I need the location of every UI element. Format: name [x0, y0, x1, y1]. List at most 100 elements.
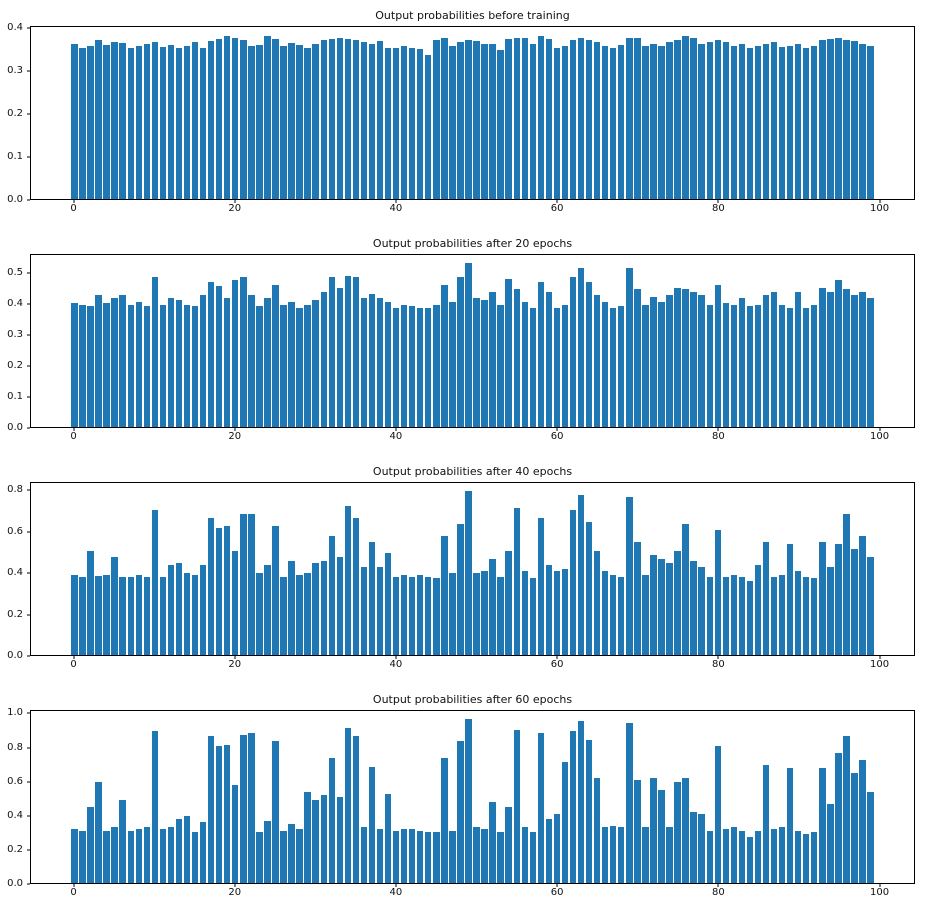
- bar: [87, 306, 94, 427]
- bar: [610, 575, 617, 655]
- bar: [770, 829, 778, 883]
- x-tick-label: 20: [228, 203, 242, 214]
- x-tick-label: 60: [550, 431, 564, 442]
- bar: [626, 37, 633, 199]
- plot-area: [30, 482, 915, 656]
- bar: [264, 564, 271, 655]
- bar: [368, 542, 376, 655]
- bar: [320, 795, 327, 883]
- bar: [577, 721, 585, 883]
- bar: [706, 304, 713, 427]
- bar: [159, 304, 167, 427]
- bar: [714, 746, 721, 883]
- bar: [408, 306, 416, 427]
- bar: [497, 50, 504, 199]
- bar: [240, 513, 247, 655]
- x-tick-label: 40: [389, 659, 403, 670]
- bar: [71, 44, 78, 199]
- bar: [425, 54, 432, 199]
- bar: [135, 575, 142, 655]
- bar: [618, 306, 625, 427]
- bar: [167, 564, 175, 655]
- y-tick-label: 0.6: [7, 525, 23, 537]
- bar: [95, 576, 102, 655]
- y-tick-mark: [27, 572, 30, 574]
- subplot-epoch-20: Output probabilities after 20 epochs 0.0…: [0, 234, 928, 444]
- x-tick-label: 100: [869, 431, 890, 442]
- bar: [754, 46, 762, 199]
- bar: [256, 832, 263, 883]
- bar: [344, 275, 352, 427]
- x-tick-label: 0: [70, 431, 77, 442]
- bar: [537, 281, 545, 427]
- y-tick-mark: [27, 113, 30, 115]
- bar: [714, 284, 721, 427]
- bar: [561, 304, 569, 427]
- bar: [352, 517, 360, 655]
- bar: [827, 803, 834, 883]
- bar: [481, 829, 488, 883]
- bar: [272, 526, 279, 655]
- x-tick-mark: [879, 428, 881, 431]
- bar: [224, 526, 231, 655]
- bar: [577, 495, 585, 655]
- bar: [859, 44, 866, 199]
- bar: [400, 575, 408, 655]
- bar: [95, 295, 102, 427]
- bar: [360, 41, 368, 199]
- bar: [207, 517, 215, 655]
- bar: [569, 509, 577, 655]
- bar: [722, 303, 730, 427]
- bar: [803, 577, 810, 655]
- bar: [417, 575, 424, 655]
- bar: [119, 42, 126, 199]
- bar: [408, 577, 416, 655]
- bar: [441, 536, 448, 655]
- bar: [666, 41, 673, 199]
- x-tick-label: 0: [70, 887, 77, 898]
- bar: [658, 301, 665, 427]
- bar: [626, 497, 633, 655]
- bar: [843, 39, 850, 199]
- bar: [376, 566, 384, 655]
- bar: [264, 298, 271, 427]
- x-tick-label: 80: [711, 887, 725, 898]
- bar: [175, 47, 183, 199]
- bar: [835, 280, 842, 427]
- bar: [618, 827, 625, 883]
- bar: [618, 45, 625, 199]
- x-tick-mark: [556, 884, 558, 887]
- bar: [843, 736, 850, 883]
- bar: [819, 768, 826, 883]
- bar: [449, 46, 456, 199]
- bar: [304, 47, 311, 199]
- bar: [811, 304, 818, 427]
- y-tick-label: 0.3: [7, 65, 23, 77]
- bar: [215, 286, 223, 427]
- bar: [232, 550, 239, 655]
- bar: [425, 832, 432, 883]
- y-tick-label: 0.0: [7, 650, 23, 661]
- y-tick-mark: [27, 781, 30, 783]
- y-tick-mark: [27, 655, 30, 657]
- x-tick-label: 80: [711, 203, 725, 214]
- bar: [175, 562, 183, 655]
- x-tick-mark: [73, 656, 75, 659]
- bar: [328, 758, 335, 883]
- bar: [811, 832, 818, 883]
- bar: [449, 301, 456, 427]
- bar: [658, 558, 665, 655]
- x-tick-label: 20: [228, 431, 242, 442]
- chart-title: Output probabilities after 20 epochs: [372, 237, 573, 250]
- bar: [457, 41, 464, 199]
- bar: [71, 575, 78, 655]
- bar: [425, 577, 432, 655]
- bar: [457, 523, 464, 655]
- bar: [794, 571, 802, 655]
- bar: [360, 298, 368, 427]
- bar: [859, 536, 866, 655]
- bar: [87, 46, 94, 199]
- x-tick-mark: [556, 656, 558, 659]
- bar: [545, 39, 553, 199]
- bar: [819, 287, 826, 427]
